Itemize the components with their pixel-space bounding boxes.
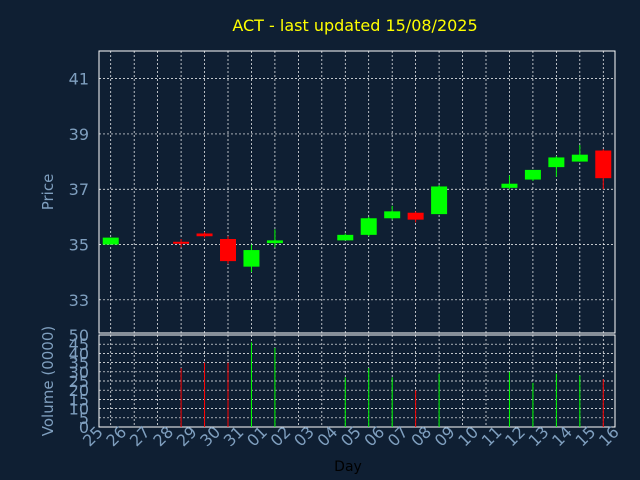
price-tick-label: 41 <box>69 70 89 89</box>
candle-body-11 <box>501 183 518 188</box>
candle-body-25 <box>102 237 119 245</box>
x-axis-label: Day <box>334 459 362 475</box>
price-axis-label: Price <box>39 174 57 211</box>
candle-body-29 <box>196 233 213 237</box>
volume-tick-label: 50 <box>69 326 89 345</box>
price-tick-label: 39 <box>69 125 89 144</box>
volume-tick-label: 10 <box>69 400 89 419</box>
candle-body-13 <box>548 157 565 168</box>
x-axis: 2526272829303101020304050607080910111213… <box>79 422 623 450</box>
candle-body-12 <box>524 169 541 180</box>
candle-body-31 <box>243 250 260 267</box>
volume-tick-label: 45 <box>69 335 89 354</box>
volume-tick-label: 5 <box>79 409 89 428</box>
volume-tick-label: 30 <box>69 363 89 382</box>
chart-title: ACT - last updated 15/08/2025 <box>232 16 477 35</box>
volume-tick-label: 0 <box>79 418 89 437</box>
price-plot-frame <box>98 50 616 334</box>
price-tick-label: 37 <box>69 180 89 199</box>
candle-body-04 <box>337 234 354 241</box>
volume-tick-label: 25 <box>69 372 89 391</box>
volume-tick-label: 35 <box>69 354 89 373</box>
candle-body-07 <box>407 212 424 220</box>
candle-body-28 <box>173 241 190 244</box>
volume-tick-label: 15 <box>69 390 89 409</box>
candle-body-08 <box>431 186 448 215</box>
volume-tick-label: 20 <box>69 381 89 400</box>
candle-body-06 <box>384 211 401 219</box>
volume-axis-label: Volume (0000) <box>39 326 57 436</box>
price-tick-label: 35 <box>69 236 89 255</box>
candle-body-14 <box>571 154 588 162</box>
candle-body-01 <box>266 240 283 244</box>
candle-body-05 <box>360 218 377 235</box>
candle-body-15 <box>595 150 612 179</box>
volume-tick-label: 40 <box>69 344 89 363</box>
price-tick-label: 33 <box>69 291 89 310</box>
candle-body-30 <box>220 239 236 262</box>
price-panel: 33 35 37 39 41 <box>69 50 616 334</box>
